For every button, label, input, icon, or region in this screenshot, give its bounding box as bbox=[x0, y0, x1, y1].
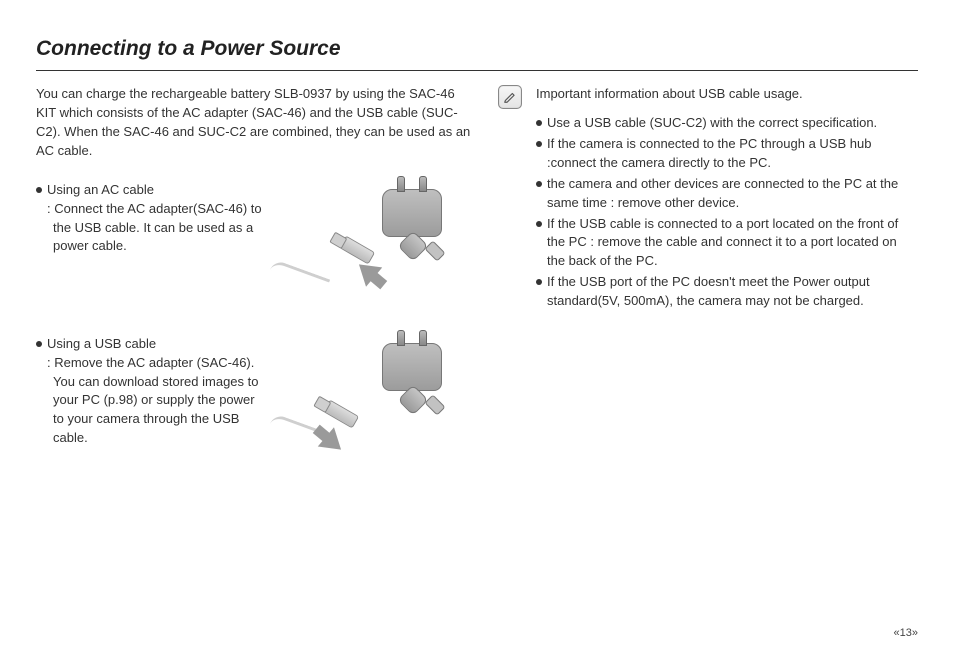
bullet-icon bbox=[536, 120, 542, 126]
instruction-body: : Remove the AC adapter (SAC-46). You ca… bbox=[47, 354, 266, 448]
bullet-icon bbox=[536, 221, 542, 227]
note-bullet-text: If the USB cable is connected to a port … bbox=[547, 215, 918, 272]
note-bullet-list: Use a USB cable (SUC-C2) with the correc… bbox=[536, 114, 918, 310]
note-bullet: the camera and other devices are connect… bbox=[536, 175, 918, 213]
note-heading: Important information about USB cable us… bbox=[536, 85, 918, 104]
intro-paragraph: You can charge the rechargeable battery … bbox=[36, 85, 476, 160]
note-icon bbox=[498, 85, 522, 109]
bullet-icon bbox=[536, 141, 542, 147]
instruction-usb-cable: Using a USB cable : Remove the AC adapte… bbox=[36, 335, 476, 465]
ac-plug-icon bbox=[382, 343, 442, 391]
note-bullet: If the camera is connected to the PC thr… bbox=[536, 135, 918, 173]
content-columns: You can charge the rechargeable battery … bbox=[36, 85, 918, 488]
adapter-tab-icon bbox=[424, 394, 445, 415]
bullet-icon bbox=[536, 181, 542, 187]
bullet-icon bbox=[536, 279, 542, 285]
note-bullet: Use a USB cable (SUC-C2) with the correc… bbox=[536, 114, 918, 133]
note-bullet: If the USB port of the PC doesn't meet t… bbox=[536, 273, 918, 311]
bullet-icon bbox=[36, 187, 42, 193]
note-body: Important information about USB cable us… bbox=[536, 85, 918, 488]
instruction-text: Using a USB cable : Remove the AC adapte… bbox=[36, 335, 276, 465]
right-column: Important information about USB cable us… bbox=[498, 85, 918, 488]
note-bullet-text: If the USB port of the PC doesn't meet t… bbox=[547, 273, 918, 311]
adapter-tab-icon bbox=[424, 240, 445, 261]
note-bullet-text: If the camera is connected to the PC thr… bbox=[547, 135, 918, 173]
bullet-icon bbox=[36, 341, 42, 347]
note-bullet: If the USB cable is connected to a port … bbox=[536, 215, 918, 272]
instruction-head: Using an AC cable bbox=[47, 181, 154, 200]
page-number: 13 bbox=[894, 626, 919, 642]
figure-ac-adapter-removed bbox=[276, 335, 466, 465]
instruction-head: Using a USB cable bbox=[47, 335, 156, 354]
page-title: Connecting to a Power Source bbox=[36, 34, 918, 71]
note-bullet-text: the camera and other devices are connect… bbox=[547, 175, 918, 213]
note-icon-container bbox=[498, 85, 526, 488]
cable-icon bbox=[270, 259, 330, 291]
instruction-ac-cable: Using an AC cable : Connect the AC adapt… bbox=[36, 181, 476, 311]
note-bullet-text: Use a USB cable (SUC-C2) with the correc… bbox=[547, 114, 918, 133]
left-column: You can charge the rechargeable battery … bbox=[36, 85, 476, 488]
instruction-text: Using an AC cable : Connect the AC adapt… bbox=[36, 181, 276, 311]
page-number-value: 13 bbox=[900, 627, 912, 639]
figure-ac-adapter-connected bbox=[276, 181, 466, 311]
instruction-body: : Connect the AC adapter(SAC-46) to the … bbox=[47, 200, 266, 257]
manual-page: Connecting to a Power Source You can cha… bbox=[0, 0, 954, 660]
ac-plug-icon bbox=[382, 189, 442, 237]
